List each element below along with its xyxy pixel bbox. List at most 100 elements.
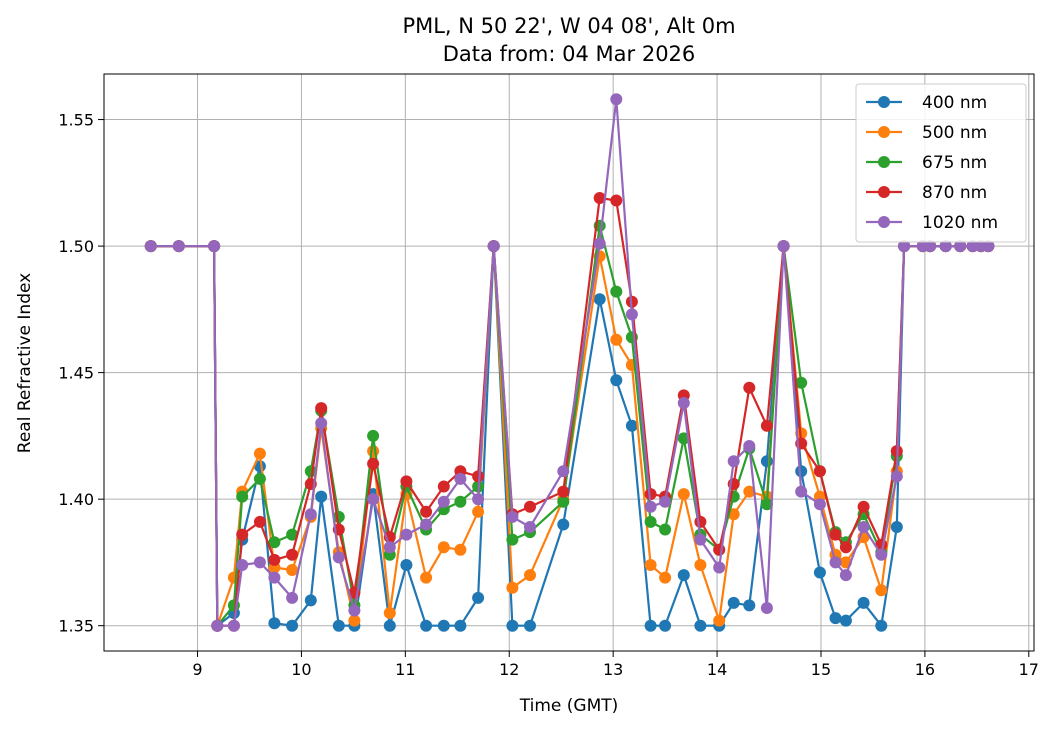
data-point xyxy=(304,508,317,521)
data-point xyxy=(172,240,185,253)
legend: 400 nm 500 nm 675 nm 870 nm 1020 nm xyxy=(855,83,1027,243)
data-point xyxy=(383,607,396,619)
data-point xyxy=(253,447,266,460)
data-point xyxy=(367,493,380,506)
data-point xyxy=(400,528,413,541)
legend-item: 1020 nm xyxy=(866,213,998,233)
legend-item: 870 nm xyxy=(866,183,987,203)
data-point xyxy=(694,619,707,632)
data-point xyxy=(315,490,328,503)
legend-item: 500 nm xyxy=(866,123,987,143)
data-point xyxy=(557,495,570,508)
data-point xyxy=(694,533,707,546)
data-point xyxy=(253,472,266,485)
data-point xyxy=(472,505,485,518)
data-point xyxy=(268,536,281,549)
data-point xyxy=(813,465,826,478)
legend-label: 500 nm xyxy=(922,123,987,143)
data-point xyxy=(777,240,790,253)
data-point xyxy=(524,619,536,632)
data-point xyxy=(743,381,756,394)
data-point xyxy=(644,500,657,513)
data-point xyxy=(939,240,952,253)
series-layer xyxy=(144,93,995,632)
data-point xyxy=(454,619,467,632)
legend-swatch-marker xyxy=(878,216,890,228)
data-point xyxy=(593,237,606,250)
data-point xyxy=(795,485,808,498)
data-point xyxy=(332,619,345,632)
data-point xyxy=(253,556,266,569)
data-point xyxy=(286,564,299,576)
data-point xyxy=(875,584,888,597)
legend-item: 400 nm xyxy=(866,93,987,113)
data-point xyxy=(144,240,157,253)
data-point xyxy=(743,485,756,498)
data-point xyxy=(610,374,623,387)
data-point xyxy=(829,612,842,625)
data-point xyxy=(506,510,519,523)
data-point xyxy=(236,490,249,503)
data-point xyxy=(875,619,888,632)
data-point xyxy=(557,485,570,498)
data-point xyxy=(524,521,536,533)
legend-swatch-marker xyxy=(878,186,890,198)
data-point xyxy=(677,397,690,409)
data-point xyxy=(437,619,450,632)
data-point xyxy=(875,548,888,561)
data-point xyxy=(268,617,281,630)
data-point xyxy=(208,240,221,253)
data-point xyxy=(625,419,638,432)
data-point xyxy=(659,523,672,536)
y-tick-label: 1.45 xyxy=(58,364,94,383)
data-point xyxy=(829,528,842,541)
data-point xyxy=(332,551,345,564)
data-point xyxy=(557,465,570,478)
data-point xyxy=(524,500,536,513)
plot-frame xyxy=(103,73,1035,652)
data-point xyxy=(610,194,623,207)
data-point xyxy=(315,402,328,415)
data-point xyxy=(506,619,519,632)
data-point xyxy=(924,240,937,253)
x-tick-label: 14 xyxy=(707,660,727,679)
data-point xyxy=(420,619,433,632)
data-point xyxy=(400,475,413,488)
data-point xyxy=(954,240,967,253)
data-point xyxy=(829,556,842,569)
data-point xyxy=(644,619,657,632)
data-point xyxy=(713,561,726,574)
data-point xyxy=(472,591,485,604)
data-point xyxy=(367,429,380,442)
data-point xyxy=(211,619,224,632)
data-point xyxy=(677,488,690,501)
legend-label: 870 nm xyxy=(922,183,987,203)
legend-label: 1020 nm xyxy=(922,213,998,233)
data-point xyxy=(659,619,672,632)
series-1020-nm xyxy=(144,93,995,632)
data-point xyxy=(857,521,870,533)
data-point xyxy=(227,619,240,632)
data-point xyxy=(727,596,740,609)
legend-label: 675 nm xyxy=(922,153,987,173)
x-tick-label: 12 xyxy=(499,660,519,679)
legend-label: 400 nm xyxy=(922,93,987,113)
data-point xyxy=(286,528,299,541)
data-point xyxy=(367,445,380,458)
data-point xyxy=(813,498,826,511)
data-point xyxy=(839,614,852,627)
legend-swatch-marker xyxy=(878,96,890,108)
data-point xyxy=(966,240,979,253)
data-point xyxy=(760,602,773,614)
data-point xyxy=(348,604,361,617)
data-point xyxy=(890,521,903,533)
data-point xyxy=(236,528,249,541)
data-point xyxy=(610,333,623,346)
x-tick-label: 15 xyxy=(811,660,831,679)
data-point xyxy=(437,480,450,493)
axis-ticks: 9 10 11 12 13 14 15 16 17 1.35 1.40 1.45 1.50 1.55 xyxy=(58,111,1039,679)
data-point xyxy=(253,515,266,528)
data-point xyxy=(383,541,396,554)
data-point xyxy=(743,440,756,452)
